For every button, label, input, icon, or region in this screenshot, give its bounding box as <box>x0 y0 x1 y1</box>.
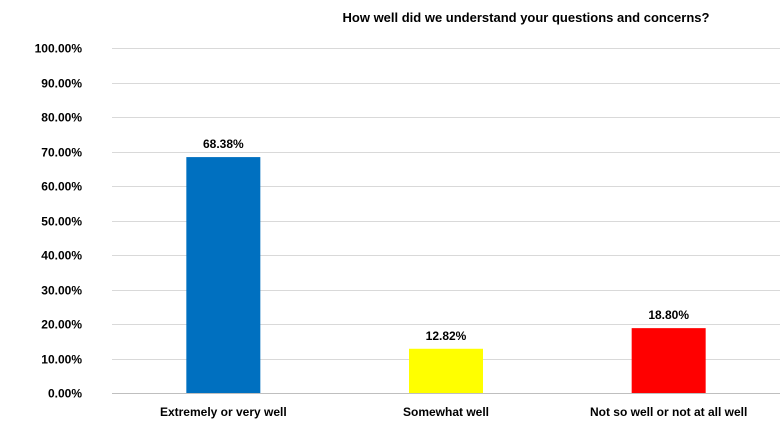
y-tick-label: 90.00% <box>41 77 82 91</box>
x-category-label: Extremely or very well <box>160 405 287 419</box>
y-tick-label: 10.00% <box>41 353 82 367</box>
y-tick-label: 60.00% <box>41 180 82 194</box>
y-tick-label: 30.00% <box>41 284 82 298</box>
x-axis-categories: Extremely or very well Somewhat well Not s… <box>160 405 747 419</box>
bar <box>409 348 483 393</box>
bar-value-label: 68.38% <box>203 137 244 151</box>
bar <box>631 328 706 393</box>
y-tick-label: 0.00% <box>48 387 82 401</box>
x-category-label: Not so well or not at all well <box>590 405 747 419</box>
data-labels: 68.38% 12.82% 18.80% <box>203 137 689 343</box>
chart-title: How well did we understand your question… <box>343 10 710 25</box>
y-tick-label: 70.00% <box>41 146 82 160</box>
y-tick-label: 50.00% <box>41 215 82 229</box>
y-tick-label: 80.00% <box>41 111 82 125</box>
y-axis-ticks: 0.00% 10.00% 20.00% 30.00% 40.00% 50.00% 60.00… <box>35 42 83 401</box>
bars <box>186 157 706 393</box>
y-tick-label: 20.00% <box>41 318 82 332</box>
y-tick-label: 100.00% <box>35 42 83 56</box>
x-category-label: Somewhat well <box>403 405 489 419</box>
bar <box>186 157 261 393</box>
bar-value-label: 18.80% <box>648 308 689 322</box>
y-tick-label: 40.00% <box>41 249 82 263</box>
bar-value-label: 12.82% <box>426 329 467 343</box>
